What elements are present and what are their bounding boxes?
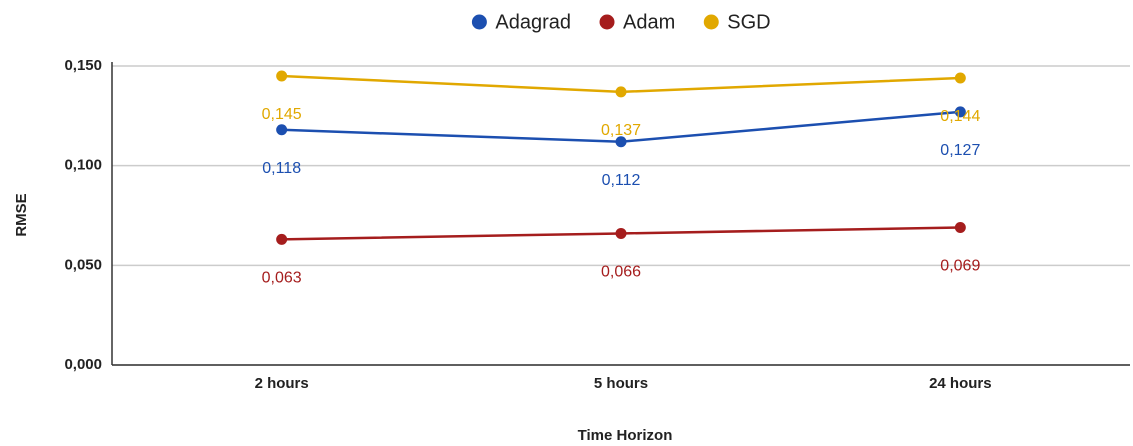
y-tick-label: 0,000	[64, 356, 102, 373]
value-label: 0,118	[262, 160, 301, 177]
y-axis-title: RMSE	[13, 193, 30, 236]
point	[615, 227, 627, 239]
legend-label: Adam	[623, 11, 675, 33]
x-tick-label: 24 hours	[929, 375, 992, 392]
point	[954, 106, 966, 118]
y-tick-label: 0,150	[64, 57, 102, 74]
value-label: 0,066	[601, 264, 641, 281]
value-label: 0,063	[262, 270, 302, 287]
point	[276, 124, 288, 136]
point	[954, 221, 966, 233]
point	[276, 70, 288, 82]
point	[276, 233, 288, 245]
x-axis-title: Time Horizon	[578, 427, 673, 444]
point	[615, 86, 627, 98]
legend-marker	[598, 13, 616, 31]
x-tick-label: 2 hours	[255, 375, 309, 392]
value-label: 0,127	[940, 142, 980, 159]
value-label: 0,069	[940, 258, 980, 275]
point	[954, 72, 966, 84]
value-label: 0,145	[262, 106, 302, 123]
y-tick-label: 0,050	[64, 256, 102, 273]
value-label: 0,112	[602, 172, 641, 189]
value-label: 0,144	[940, 108, 980, 125]
y-tick-label: 0,100	[64, 157, 102, 174]
point	[615, 136, 627, 148]
legend-marker	[702, 13, 720, 31]
value-label: 0,137	[601, 122, 641, 139]
x-tick-label: 5 hours	[594, 375, 648, 392]
legend-label: Adagrad	[495, 11, 571, 33]
legend-label: SGD	[727, 11, 770, 33]
legend-marker	[470, 13, 488, 31]
